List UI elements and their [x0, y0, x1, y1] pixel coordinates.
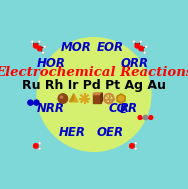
- Circle shape: [134, 142, 137, 145]
- Polygon shape: [69, 94, 78, 102]
- Circle shape: [139, 40, 142, 43]
- Polygon shape: [101, 93, 102, 103]
- Text: 2: 2: [119, 106, 126, 115]
- Text: ORR: ORR: [121, 57, 149, 70]
- Polygon shape: [93, 93, 102, 94]
- Polygon shape: [93, 94, 101, 103]
- Polygon shape: [69, 94, 74, 102]
- Circle shape: [83, 97, 86, 100]
- Circle shape: [130, 144, 134, 148]
- Circle shape: [132, 40, 135, 43]
- Circle shape: [139, 46, 143, 51]
- Circle shape: [28, 100, 33, 105]
- Circle shape: [37, 38, 151, 151]
- Circle shape: [33, 43, 38, 48]
- Circle shape: [33, 144, 38, 148]
- Text: MOR: MOR: [61, 41, 92, 54]
- Text: HOR: HOR: [36, 57, 65, 70]
- Circle shape: [143, 51, 146, 54]
- Circle shape: [149, 116, 153, 119]
- Text: Electrochemical Reactions: Electrochemical Reactions: [0, 66, 188, 79]
- Text: CO: CO: [109, 101, 128, 115]
- Circle shape: [38, 142, 41, 145]
- Text: EOR: EOR: [97, 41, 124, 54]
- Circle shape: [135, 43, 139, 48]
- Circle shape: [58, 94, 68, 103]
- Circle shape: [38, 147, 41, 150]
- Circle shape: [60, 96, 63, 98]
- Circle shape: [37, 46, 42, 51]
- Circle shape: [42, 51, 45, 54]
- Circle shape: [134, 147, 137, 150]
- Circle shape: [138, 116, 142, 119]
- Polygon shape: [119, 96, 124, 101]
- Circle shape: [31, 40, 34, 43]
- Circle shape: [43, 45, 46, 48]
- Text: Ru Rh Ir Pd Pt Ag Au: Ru Rh Ir Pd Pt Ag Au: [22, 78, 166, 91]
- Circle shape: [38, 40, 41, 43]
- Text: HER: HER: [59, 126, 86, 139]
- Circle shape: [143, 115, 148, 120]
- Text: NRR: NRR: [37, 101, 65, 115]
- Circle shape: [34, 100, 39, 105]
- Text: OER: OER: [97, 126, 124, 139]
- Circle shape: [145, 45, 148, 48]
- Polygon shape: [117, 94, 125, 103]
- Text: RR: RR: [120, 101, 138, 115]
